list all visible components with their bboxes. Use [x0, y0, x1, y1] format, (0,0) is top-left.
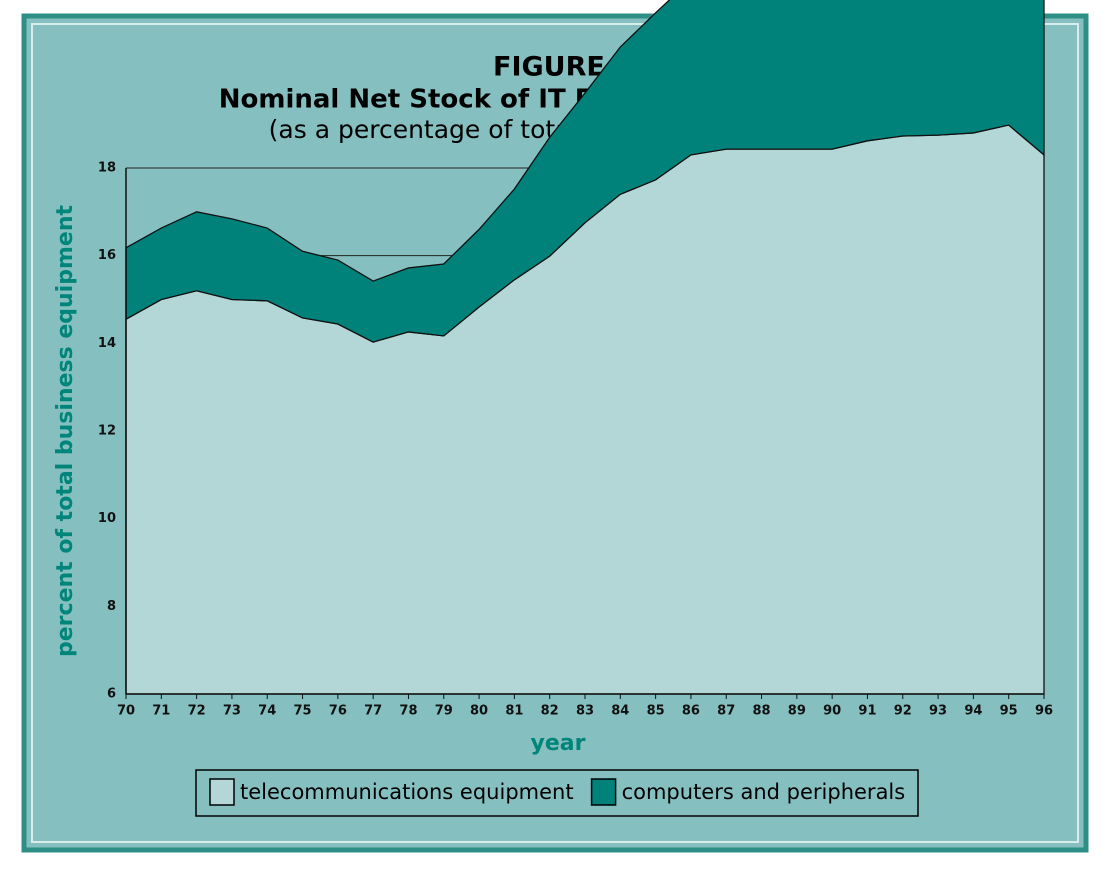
x-tick-label: 96: [1035, 704, 1053, 719]
x-tick-label: 81: [505, 704, 523, 719]
y-tick-label: 16: [98, 248, 116, 263]
x-tick-label: 70: [117, 704, 135, 719]
x-tick-label: 89: [788, 704, 806, 719]
frame-inner: [31, 23, 1079, 843]
y-tick-label: 12: [98, 424, 116, 439]
legend-swatch: [590, 778, 617, 806]
x-tick-label: 95: [1000, 704, 1018, 719]
x-tick-label: 90: [823, 704, 841, 719]
x-tick-label: 78: [399, 704, 417, 719]
x-tick-label: 77: [364, 704, 382, 719]
x-tick-label: 72: [188, 704, 206, 719]
y-tick-label: 18: [98, 161, 116, 176]
y-axis-label: percent of total business equipment: [53, 205, 78, 657]
x-tick-label: 76: [329, 704, 347, 719]
x-tick-label: 82: [541, 704, 559, 719]
legend-label: telecommunications equipment: [240, 780, 574, 804]
x-tick-label: 93: [929, 704, 947, 719]
y-tick-label: 14: [98, 336, 116, 351]
legend-swatch: [209, 778, 235, 806]
x-tick-label: 84: [611, 704, 629, 719]
legend-label: computers and peripherals: [622, 780, 906, 804]
x-tick-label: 92: [894, 704, 912, 719]
x-tick-label: 73: [223, 704, 241, 719]
x-tick-label: 94: [964, 704, 982, 719]
legend: [195, 769, 919, 817]
x-tick-label: 83: [576, 704, 594, 719]
x-tick-label: 74: [258, 704, 276, 719]
area: [125, 0, 1045, 343]
x-tick-label: 87: [717, 704, 735, 719]
y-tick-label: 10: [98, 511, 116, 526]
x-axis-label: year: [531, 731, 586, 756]
x-tick-label: 80: [470, 704, 488, 719]
y-tick-label: 8: [107, 599, 116, 614]
x-tick-label: 71: [152, 704, 170, 719]
y-tick-label: 6: [107, 687, 116, 702]
x-tick-label: 79: [435, 704, 453, 719]
x-tick-label: 75: [293, 704, 311, 719]
x-tick-label: 85: [647, 704, 665, 719]
x-tick-label: 86: [682, 704, 700, 719]
x-tick-label: 91: [858, 704, 876, 719]
x-tick-label: 88: [752, 704, 770, 719]
